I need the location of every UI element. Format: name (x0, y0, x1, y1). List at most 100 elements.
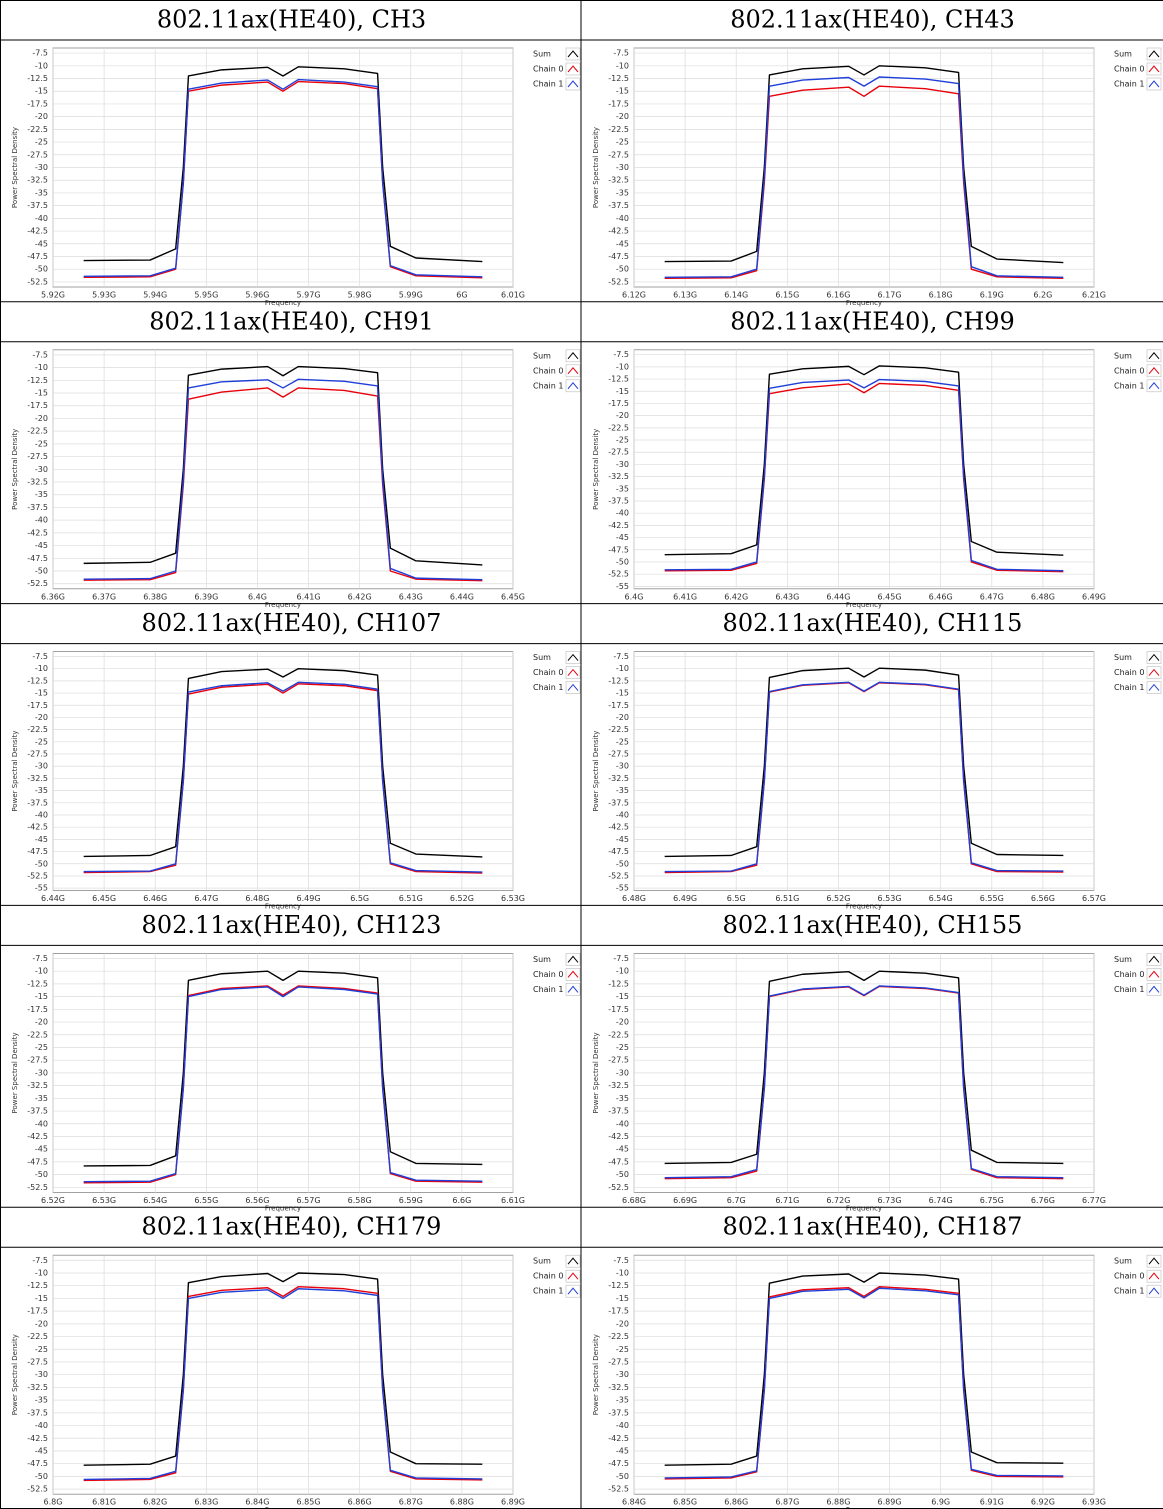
series-line (664, 1287, 1064, 1479)
legend-icon (567, 683, 579, 691)
y-tick-label: -52.5 (27, 579, 48, 588)
legend-label: Chain 0 (533, 366, 563, 375)
y-tick-label: -52.5 (27, 277, 48, 286)
y-tick-label: -25 (616, 737, 629, 746)
legend-icon (1148, 65, 1160, 73)
legend-swatch (1146, 77, 1162, 91)
y-tick-label: -32.5 (27, 774, 48, 783)
y-axis-label: Power Spectral Density (11, 429, 19, 510)
x-tick-label: 6.74G (929, 1196, 953, 1205)
y-tick-label: -52.5 (608, 871, 629, 880)
x-tick-label: 6.92G (1031, 1498, 1055, 1507)
legend-label: Chain 0 (1114, 1272, 1144, 1281)
y-tick-label: -47.5 (27, 847, 48, 856)
y-tick-label: -15 (35, 87, 48, 96)
legend-icon (1148, 668, 1160, 676)
x-tick-label: 6.13G (673, 291, 697, 300)
x-tick-label: 6.71G (775, 1196, 799, 1205)
legend-swatch (1146, 47, 1162, 61)
y-tick-label: -52.5 (608, 277, 629, 286)
legend-label: Chain 1 (1114, 683, 1144, 692)
y-tick-label: -20 (35, 414, 48, 423)
y-tick-label: -50 (616, 557, 629, 566)
y-tick-label: -20 (35, 713, 48, 722)
x-tick-label: 6.48G (1031, 592, 1055, 601)
y-tick-label: -42.5 (27, 1132, 48, 1141)
legend-swatch (1146, 1254, 1162, 1268)
x-tick-label: 6.52G (826, 894, 850, 903)
legend-icon (567, 1257, 579, 1265)
y-tick-label: -37.5 (608, 1107, 629, 1116)
x-tick-label: 6.45G (92, 894, 116, 903)
y-tick-label: -12.5 (608, 375, 629, 384)
series-line (83, 78, 483, 278)
y-tick-label: -17.5 (27, 1005, 48, 1014)
legend-label: Chain 0 (533, 65, 563, 74)
x-tick-label: 6.89G (878, 1498, 902, 1507)
x-tick-label: 6.87G (775, 1498, 799, 1507)
x-tick-label: 6.2G (1033, 291, 1052, 300)
x-tick-label: 6.46G (143, 894, 167, 903)
legend-icon (567, 668, 579, 676)
legend-swatch (1146, 681, 1162, 694)
y-tick-label: -47.5 (27, 554, 48, 563)
y-tick-label: -52.5 (27, 871, 48, 880)
y-tick-label: -7.5 (613, 49, 629, 58)
y-tick-label: -10 (35, 61, 48, 70)
y-tick-label: -30 (616, 163, 629, 172)
y-tick-label: -37.5 (27, 798, 48, 807)
y-axis-label: Power Spectral Density (11, 731, 19, 812)
series-line (664, 65, 1064, 264)
y-tick-label: -55 (616, 582, 629, 591)
x-tick-label: 6.42G (348, 592, 372, 601)
y-tick-label: -17.5 (608, 99, 629, 108)
x-tick-label: 6.4G (248, 592, 267, 601)
y-tick-label: -22.5 (608, 125, 629, 134)
legend-icon (1148, 653, 1160, 661)
legend-label: Chain 0 (1114, 668, 1144, 677)
legend-label: Chain 1 (533, 683, 563, 692)
legend-swatch (1146, 364, 1162, 378)
x-tick-label: 6.57G (297, 1196, 321, 1205)
x-tick-label: 6.53G (878, 894, 902, 903)
y-tick-label: -12.5 (608, 74, 629, 83)
y-tick-label: -12.5 (608, 1281, 629, 1290)
y-tick-label: -20 (616, 1319, 629, 1328)
series-line (664, 681, 1064, 873)
y-tick-label: -17.5 (608, 1005, 629, 1014)
y-tick-label: -40 (35, 1421, 48, 1430)
legend-icon (567, 1287, 579, 1295)
y-tick-label: -27.5 (27, 1056, 48, 1065)
legend-label: Sum (533, 50, 551, 59)
y-tick-label: -25 (35, 439, 48, 448)
cell-title: 802.11ax(HE40), CH115 (723, 609, 1023, 637)
y-axis-label: Power Spectral Density (592, 1032, 600, 1113)
x-tick-label: 6.81G (92, 1498, 116, 1507)
y-axis-label: Power Spectral Density (592, 1334, 600, 1415)
y-tick-label: -27.5 (608, 750, 629, 759)
y-tick-label: -25 (616, 436, 629, 445)
x-tick-label: 6.84G (622, 1498, 646, 1507)
y-tick-label: -27.5 (608, 150, 629, 159)
y-tick-label: -40 (35, 516, 48, 525)
legend-icon (567, 352, 579, 360)
cell-title: 802.11ax(HE40), CH155 (723, 911, 1023, 939)
x-tick-label: 6.42G (724, 592, 748, 601)
y-tick-label: -7.5 (32, 350, 48, 359)
y-tick-label: -10 (616, 1268, 629, 1277)
x-tick-label: 6.49G (297, 894, 321, 903)
y-tick-label: -37.5 (608, 201, 629, 210)
x-tick-label: 6.54G (929, 894, 953, 903)
series-line (83, 66, 483, 263)
y-tick-label: -7.5 (613, 1256, 629, 1265)
legend-swatch (1146, 651, 1162, 664)
x-tick-label: 6G (456, 291, 467, 300)
x-tick-label: 6.83G (194, 1498, 218, 1507)
y-tick-label: -17.5 (608, 399, 629, 408)
legend-swatch (565, 968, 581, 981)
legend-icon (567, 970, 579, 978)
x-axis-label: Frequency (265, 1204, 301, 1212)
x-tick-label: 6.21G (1082, 291, 1106, 300)
legend-icon (1148, 382, 1160, 390)
y-tick-label: -25 (616, 1043, 629, 1052)
